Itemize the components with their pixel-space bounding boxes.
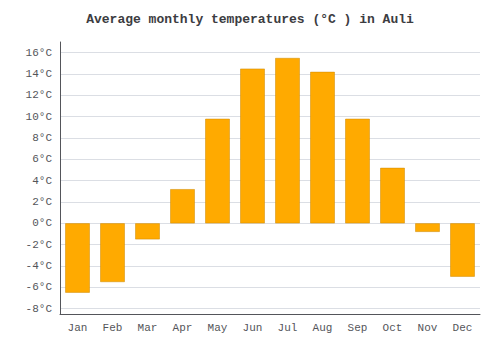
svg-text:Sep: Sep [348, 322, 368, 334]
svg-text:Mar: Mar [138, 322, 158, 334]
svg-text:Feb: Feb [103, 322, 123, 334]
svg-text:4°C: 4°C [32, 175, 52, 187]
svg-text:2°C: 2°C [32, 196, 52, 208]
svg-text:-2°C: -2°C [26, 239, 53, 251]
svg-text:-8°C: -8°C [26, 303, 53, 315]
svg-text:Jul: Jul [278, 322, 298, 334]
svg-text:0°C: 0°C [32, 217, 52, 229]
svg-text:Jan: Jan [68, 322, 88, 334]
svg-text:Oct: Oct [383, 322, 403, 334]
svg-text:Average monthly temperatures (: Average monthly temperatures (°C ) in Au… [86, 12, 414, 27]
svg-text:6°C: 6°C [32, 153, 52, 165]
svg-text:Apr: Apr [173, 322, 193, 334]
svg-text:-6°C: -6°C [26, 281, 53, 293]
svg-text:8°C: 8°C [32, 132, 52, 144]
svg-text:14°C: 14°C [26, 68, 53, 80]
svg-text:16°C: 16°C [26, 47, 53, 59]
svg-text:10°C: 10°C [26, 111, 53, 123]
svg-text:Jun: Jun [243, 322, 263, 334]
svg-text:Nov: Nov [418, 322, 438, 334]
svg-text:Dec: Dec [453, 322, 473, 334]
svg-text:Aug: Aug [313, 322, 333, 334]
svg-text:May: May [208, 322, 228, 334]
svg-text:12°C: 12°C [26, 89, 53, 101]
svg-text:-4°C: -4°C [26, 260, 53, 272]
